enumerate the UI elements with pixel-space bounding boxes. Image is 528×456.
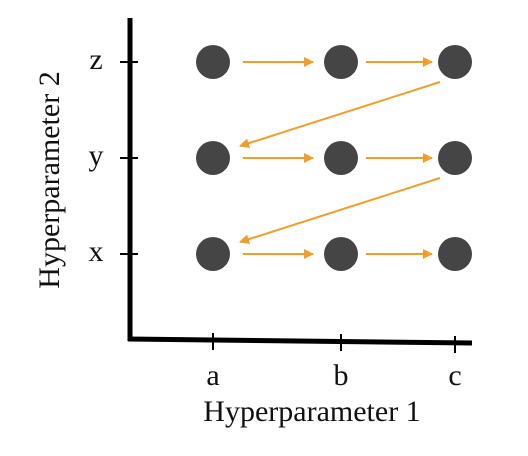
grid-point <box>324 45 358 79</box>
grid-point <box>196 45 230 79</box>
arrow <box>239 177 441 245</box>
grid-point <box>438 45 472 79</box>
x-axis-title: Hyperparameter 1 <box>203 395 420 428</box>
grid-point <box>196 237 230 271</box>
grid-point <box>324 141 358 175</box>
y-tick-label: y <box>89 139 104 172</box>
x-axis <box>127 336 473 346</box>
x-tick-label: a <box>206 359 219 392</box>
grid-point <box>324 237 358 271</box>
grid-point <box>196 141 230 175</box>
x-tick-label: b <box>334 359 349 392</box>
y-axis-title: Hyperparameter 2 <box>33 71 66 288</box>
x-tick-label: c <box>448 359 461 392</box>
y-tick-label: x <box>89 235 104 268</box>
arrow <box>239 81 441 149</box>
grid-point <box>438 141 472 175</box>
grid-point <box>438 237 472 271</box>
grid-points <box>196 45 472 271</box>
search-path <box>239 57 441 259</box>
y-tick-label: z <box>89 43 102 76</box>
